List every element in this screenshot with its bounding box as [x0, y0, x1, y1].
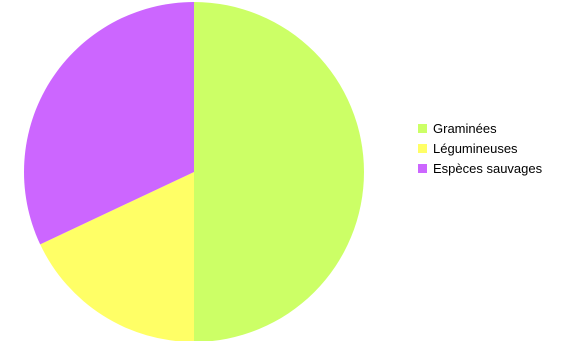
legend-label-especes-sauvages: Espèces sauvages [433, 160, 543, 176]
legend-label-graminees: Graminées [433, 120, 497, 136]
legend-item-legumineuses: Légumineuses [418, 138, 542, 158]
legend-label-legumineuses: Légumineuses [433, 140, 518, 156]
legend-swatch-legumineuses [418, 143, 427, 153]
pie-slice-graminees [194, 2, 364, 341]
legend-swatch-graminees [418, 123, 427, 133]
legend-item-especes-sauvages: Espèces sauvages [418, 158, 542, 178]
legend-swatch-especes-sauvages [418, 163, 427, 173]
legend-item-graminees: Graminées [418, 118, 542, 138]
chart-legend: Graminées Légumineuses Espèces sauvages [418, 118, 542, 178]
pie-slice-legumineuses [40, 172, 194, 341]
pie-slice-especes-sauvages [24, 2, 194, 245]
